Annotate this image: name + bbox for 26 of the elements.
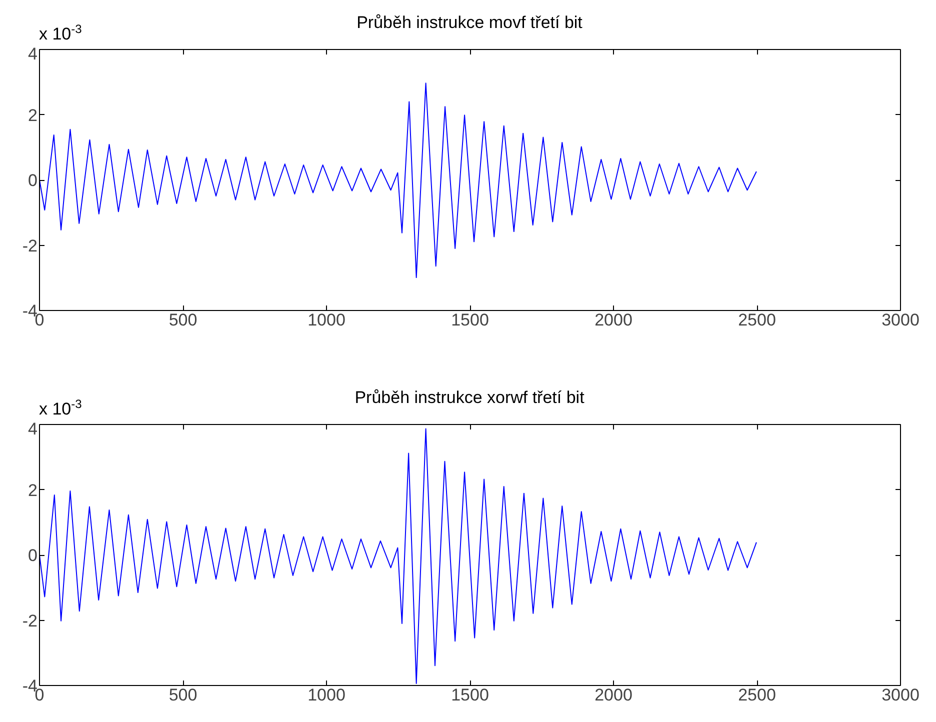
x-tick-label: 2000	[594, 310, 632, 330]
x-tick-label: 1000	[308, 686, 346, 704]
line-series	[40, 428, 757, 684]
x-tick-label: 2500	[738, 686, 776, 704]
text: x 10$^{-3}$	[39, 397, 82, 420]
y-tick-label: -2	[22, 236, 38, 256]
x-tick-label: 500	[168, 310, 198, 330]
y-tick-label: -2	[22, 611, 38, 630]
y-tick-label: 2	[28, 480, 38, 500]
line-series	[40, 82, 757, 278]
y-tick-label: 2	[28, 106, 38, 125]
chart-title: Průběh instrukce movf třetí bit	[356, 13, 582, 32]
y-tick-label: 0	[28, 171, 38, 190]
x-tick-label: 2500	[738, 310, 776, 330]
chart-title: Průběh instrukce xorwf třetí bit	[354, 388, 584, 407]
x-tick-label: 2000	[594, 686, 632, 704]
text: x 10$^{-3}$	[39, 22, 82, 45]
x-tick-label: 1500	[451, 310, 489, 330]
x-tick-label: 1500	[451, 686, 489, 704]
x-tick-label: 3000	[882, 310, 920, 330]
x-tick-label: 500	[168, 686, 198, 704]
x-tick-label: 3000	[882, 686, 920, 704]
y-tick-label: 4	[28, 420, 38, 438]
y-tick-label: 4	[28, 44, 38, 64]
x-tick-label: 1000	[308, 310, 346, 330]
y-tick-label: 0	[28, 546, 38, 565]
